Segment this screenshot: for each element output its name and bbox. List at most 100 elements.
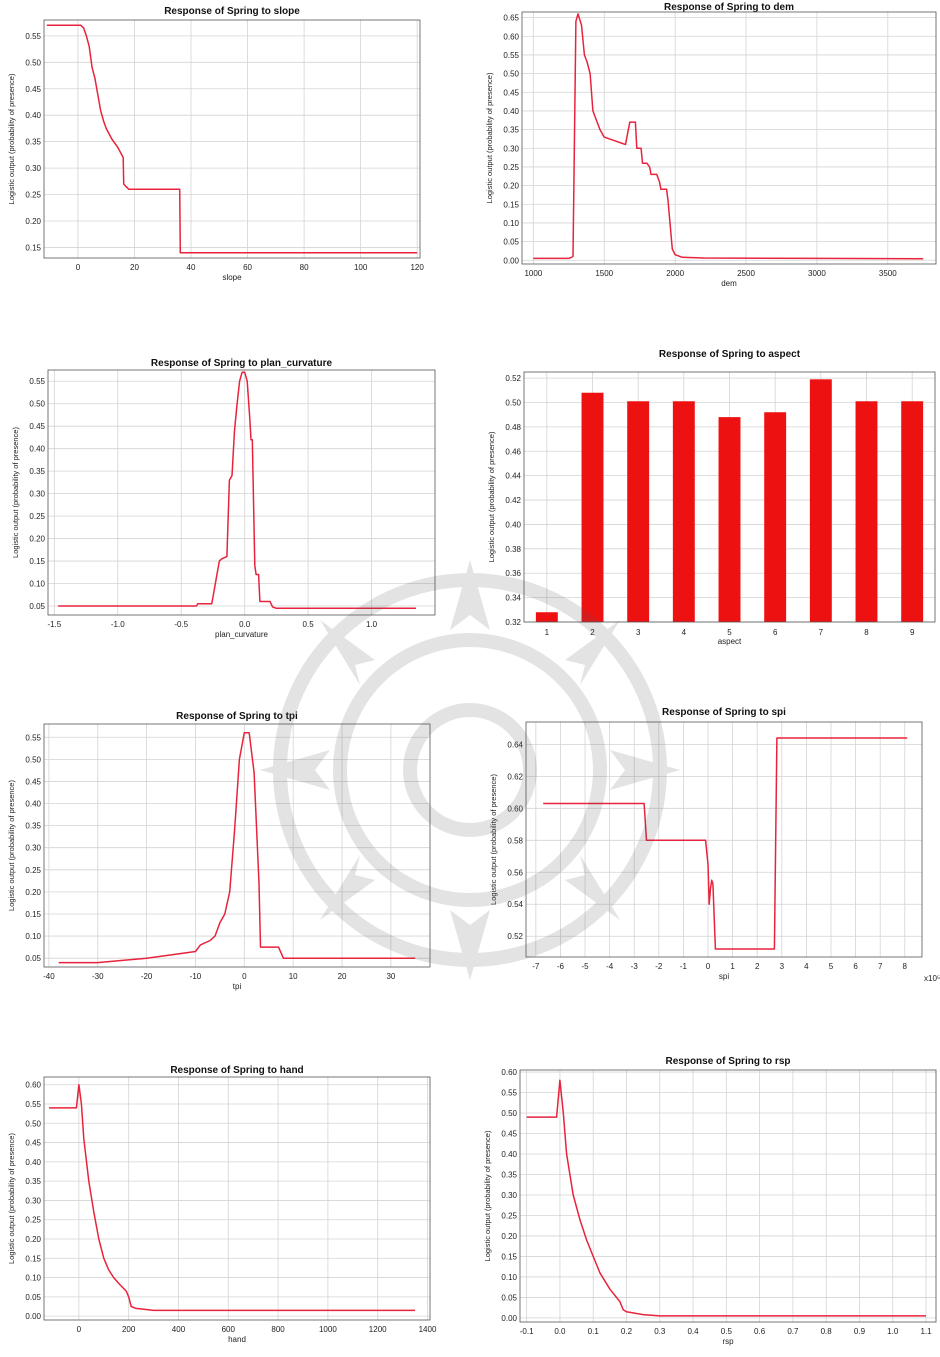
x-tick-label: 0 [706,962,711,971]
bar-1 [535,612,558,622]
y-tick-label: 0.30 [25,164,41,173]
x-tick-label: 8 [864,628,869,637]
x-tick-label: 20 [338,972,347,981]
y-tick-label: 0.10 [29,580,45,589]
y-tick-label: 0.30 [25,844,41,853]
x-tick-label: 20 [130,263,139,272]
chart-title: Response of Spring to aspect [659,349,801,360]
x-tick-label: -1.5 [47,620,61,629]
y-tick-label: 0.55 [25,32,41,41]
y-tick-label: 0.30 [503,144,519,153]
y-tick-label: 0.55 [25,733,41,742]
y-tick-label: 0.10 [25,932,41,941]
response-curve [49,1083,416,1312]
y-tick-label: 0.40 [503,107,519,116]
x-tick-label: 1 [545,628,550,637]
y-tick-label: 0.45 [25,777,41,786]
plot-frame [523,371,936,623]
y-tick-label: 0.45 [25,85,41,94]
x-tick-label: 6 [773,628,778,637]
y-tick-label: 0.48 [505,423,521,432]
plot-frame [47,369,436,616]
x-tick-label: 0.3 [654,1327,666,1336]
x-tick-label: -0.1 [520,1327,534,1336]
x-tick-label: 0.9 [854,1327,866,1336]
response-curve [46,24,418,254]
bar-4 [672,401,695,622]
chart-slope: Response of Spring to slope 0.15 0.20 0.25 0… [0,0,460,292]
x-tick-label: -3 [631,962,639,971]
x-tick-label: 1200 [369,1325,387,1334]
y-tick-label: 0.20 [25,1235,41,1244]
y-tick-label: 0.15 [25,243,41,252]
chart-title: Response of Spring to slope [164,6,300,17]
x-tick-label: 40 [187,263,196,272]
x-tick-label: 400 [172,1325,186,1334]
x-tick-label: 0.4 [687,1327,699,1336]
x-tick-label: 0.1 [588,1327,600,1336]
x-tick-label: 200 [122,1325,136,1334]
y-tick-label: 0.50 [501,1109,517,1118]
x-tick-label: 4 [804,962,809,971]
x-tick-label: 1.0 [887,1327,899,1336]
y-tick-label: 0.45 [25,1139,41,1148]
y-tick-label: 0.62 [507,772,523,781]
y-tick-label: 0.44 [505,472,521,481]
y-tick-label: 0.30 [501,1191,517,1200]
x-tick-label: 600 [222,1325,236,1334]
x-tick-label: -2 [655,962,663,971]
y-axis-label: Logistic output (probability of presence… [489,774,498,905]
chart-title: Response of Spring to dem [664,2,794,13]
y-tick-label: 0.15 [29,557,45,566]
y-tick-label: 0.56 [507,868,523,877]
y-tick-label: 0.35 [503,126,519,135]
y-tick-label: 0.25 [29,512,45,521]
plot-frame [525,721,923,958]
x-tick-label: 2500 [737,269,755,278]
chart-tpi: Response of Spring to tpi 0.05 0.10 0.15 0.2… [0,706,460,996]
bar-8 [855,401,878,622]
x-tick-label: 3 [780,962,785,971]
y-tick-label: 0.25 [25,1216,41,1225]
x-tick-label: 0.0 [239,620,251,629]
y-axis-label: Logistic output (probability of presence… [7,73,16,204]
y-tick-label: 0.40 [501,1150,517,1159]
x-multiplier-label: x10⁵ [924,974,940,983]
y-tick-label: 0.35 [25,138,41,147]
y-tick-label: 0.50 [29,400,45,409]
y-axis-label: Logistic output (probability of presence… [485,72,494,203]
chart-rsp: Response of Spring to rsp 0.00 0.05 0.10 0.1… [470,1052,940,1354]
x-tick-label: 3 [636,628,641,637]
chart-dem: Response of Spring to dem 0.00 0.05 0.10 0.1… [470,0,940,292]
x-tick-label: -20 [141,972,153,981]
x-tick-label: 0 [242,972,247,981]
y-tick-label: 0.15 [501,1252,517,1261]
y-tick-label: 0.20 [501,1232,517,1241]
y-tick-label: 0.05 [25,954,41,963]
chart-plan-curvature: Response of Spring to plan_curvature 0.05… [0,352,460,648]
x-tick-label: 0.8 [821,1327,833,1336]
y-tick-label: 0.10 [503,219,519,228]
y-tick-label: 0.50 [25,755,41,764]
y-tick-label: 0.20 [29,535,45,544]
y-tick-label: 0.45 [29,422,45,431]
y-tick-label: 0.35 [25,1177,41,1186]
x-axis-label: plan_curvature [215,630,268,639]
x-tick-label: 100 [354,263,368,272]
y-tick-label: 0.25 [503,163,519,172]
y-tick-label: 0.05 [501,1293,517,1302]
y-tick-label: 0.05 [503,238,519,247]
x-tick-label: 1500 [595,269,613,278]
x-tick-label: -1.0 [111,620,125,629]
x-tick-label: 2 [590,628,595,637]
x-tick-label: 7 [819,628,824,637]
y-tick-label: 0.20 [25,888,41,897]
x-tick-label: 1400 [419,1325,437,1334]
y-tick-label: 0.30 [25,1196,41,1205]
y-axis-label: Logistic output (probability of presence… [483,1130,492,1261]
x-axis-label: hand [228,1335,246,1344]
y-tick-label: 0.34 [505,594,521,603]
y-tick-label: 0.45 [501,1130,517,1139]
y-axis-label: Logistic output (probability of presence… [7,1133,16,1264]
y-tick-label: 0.55 [501,1089,517,1098]
